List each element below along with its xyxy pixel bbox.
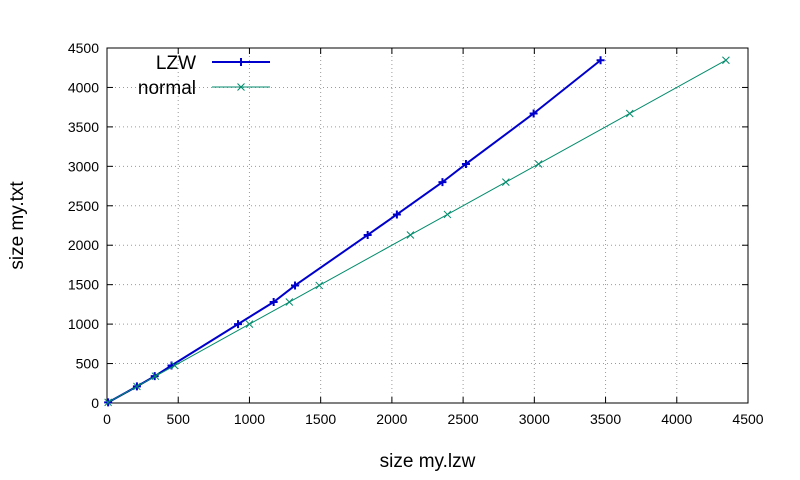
y-tick-label: 1500 [68, 277, 99, 293]
x-tick-label: 2000 [376, 411, 407, 427]
y-tick-label: 4500 [68, 40, 99, 56]
x-axis-label: size my.lzw [380, 451, 476, 472]
legend-label-normal: normal [138, 78, 196, 99]
y-tick-label: 1000 [68, 316, 99, 332]
legend-marker-lzw [237, 58, 245, 66]
y-tick-label: 2000 [68, 237, 99, 253]
data-point-normal [104, 398, 112, 407]
data-point-normal [406, 231, 415, 239]
data-point-normal [501, 178, 510, 186]
data-point-normal [315, 281, 324, 290]
x-tick-label: 1500 [305, 411, 336, 427]
tick-labels: 0 500 1000 1500 2000 2500 3000 3500 4000 4500 0 500… [68, 40, 764, 427]
data-point-normal [534, 160, 543, 168]
grid [107, 48, 748, 403]
data-point-lzw [461, 159, 470, 168]
data-point-lzw [291, 281, 300, 290]
data-point-normal [722, 56, 730, 65]
data-point-normal [151, 372, 160, 381]
data-point-normal [245, 320, 254, 328]
y-tick-label: 3000 [68, 158, 99, 174]
plot-frame [106, 47, 749, 404]
y-tick-label: 4000 [68, 79, 99, 95]
legend-label-lzw: LZW [156, 53, 196, 74]
x-tick-label: 1000 [234, 411, 265, 427]
series-group [104, 56, 730, 407]
legend-marker-normal [237, 83, 245, 91]
data-point-lzw [363, 230, 372, 239]
x-tick-label: 4500 [732, 411, 763, 427]
data-point-lzw [529, 109, 538, 118]
data-point-normal [170, 361, 179, 370]
data-point-lzw [234, 320, 243, 329]
data-point-lzw [438, 178, 447, 187]
x-tick-label: 0 [103, 411, 111, 427]
y-tick-label: 3500 [68, 119, 99, 135]
y-tick-label: 500 [76, 356, 100, 372]
data-point-normal [443, 210, 452, 219]
data-point-lzw [596, 56, 605, 65]
x-tick-label: 4000 [661, 411, 692, 427]
y-axis-label: size my.txt [7, 181, 28, 270]
series-normal [104, 56, 730, 407]
x-tick-label: 500 [167, 411, 191, 427]
data-point-lzw [269, 298, 278, 307]
legend: LZW normal [138, 53, 270, 99]
data-point-lzw [392, 210, 401, 219]
data-point-normal [625, 109, 634, 118]
y-tick-label: 0 [91, 395, 99, 411]
y-tick-label: 2500 [68, 198, 99, 214]
x-tick-label: 3000 [519, 411, 550, 427]
x-tick-label: 2500 [448, 411, 479, 427]
x-tick-label: 3500 [590, 411, 621, 427]
data-point-normal [285, 298, 294, 306]
data-point-normal [133, 382, 141, 391]
